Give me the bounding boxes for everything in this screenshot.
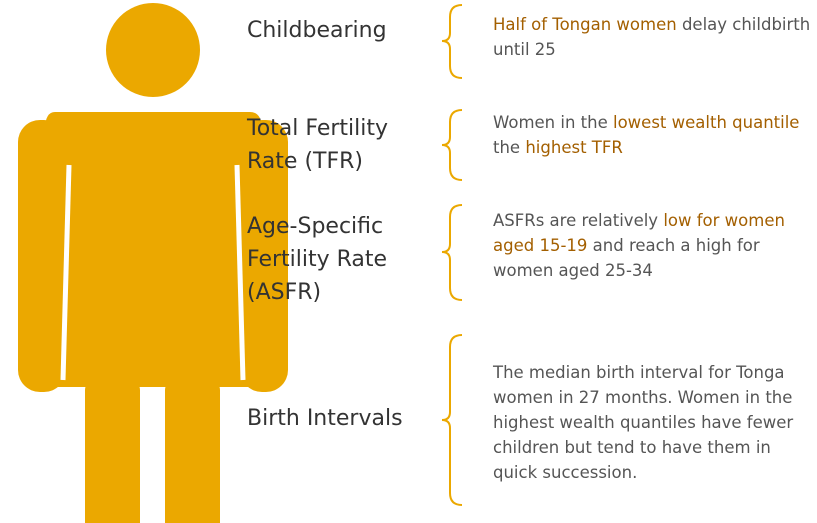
- body-text: Women in the: [493, 113, 608, 132]
- row-description: ASFRs are relatively low for women aged …: [493, 208, 811, 283]
- body-text: delay childbirth until 25: [493, 15, 811, 59]
- row-description: Women in the lowest wealth quantile the …: [493, 110, 811, 160]
- row-label: Age-Specific Fertility Rate (ASFR): [247, 214, 388, 305]
- body-text: and reach a high for women aged 25-34: [493, 236, 760, 280]
- highlight-text: lowest wealth quantile: [613, 113, 800, 132]
- body-text: The median birth interval for Tonga wome…: [493, 363, 794, 482]
- highlight-text: low for women aged 15-19: [493, 211, 785, 255]
- arm-gaps: [60, 164, 246, 381]
- highlight-text: Half of Tongan women: [493, 15, 677, 34]
- highlight-text: highest TFR: [525, 138, 623, 157]
- body-text: the: [493, 138, 521, 157]
- row-label: Birth Intervals: [247, 406, 403, 431]
- body-text: ASFRs are relatively: [493, 211, 659, 230]
- woman-figure: [18, 3, 288, 523]
- row-label: Total Fertility Rate (TFR): [247, 116, 389, 174]
- row-label: Childbearing: [247, 18, 387, 43]
- row-description: Half of Tongan women delay childbirth un…: [493, 12, 811, 62]
- braces: [441, 4, 463, 506]
- row-description: The median birth interval for Tonga wome…: [493, 360, 811, 485]
